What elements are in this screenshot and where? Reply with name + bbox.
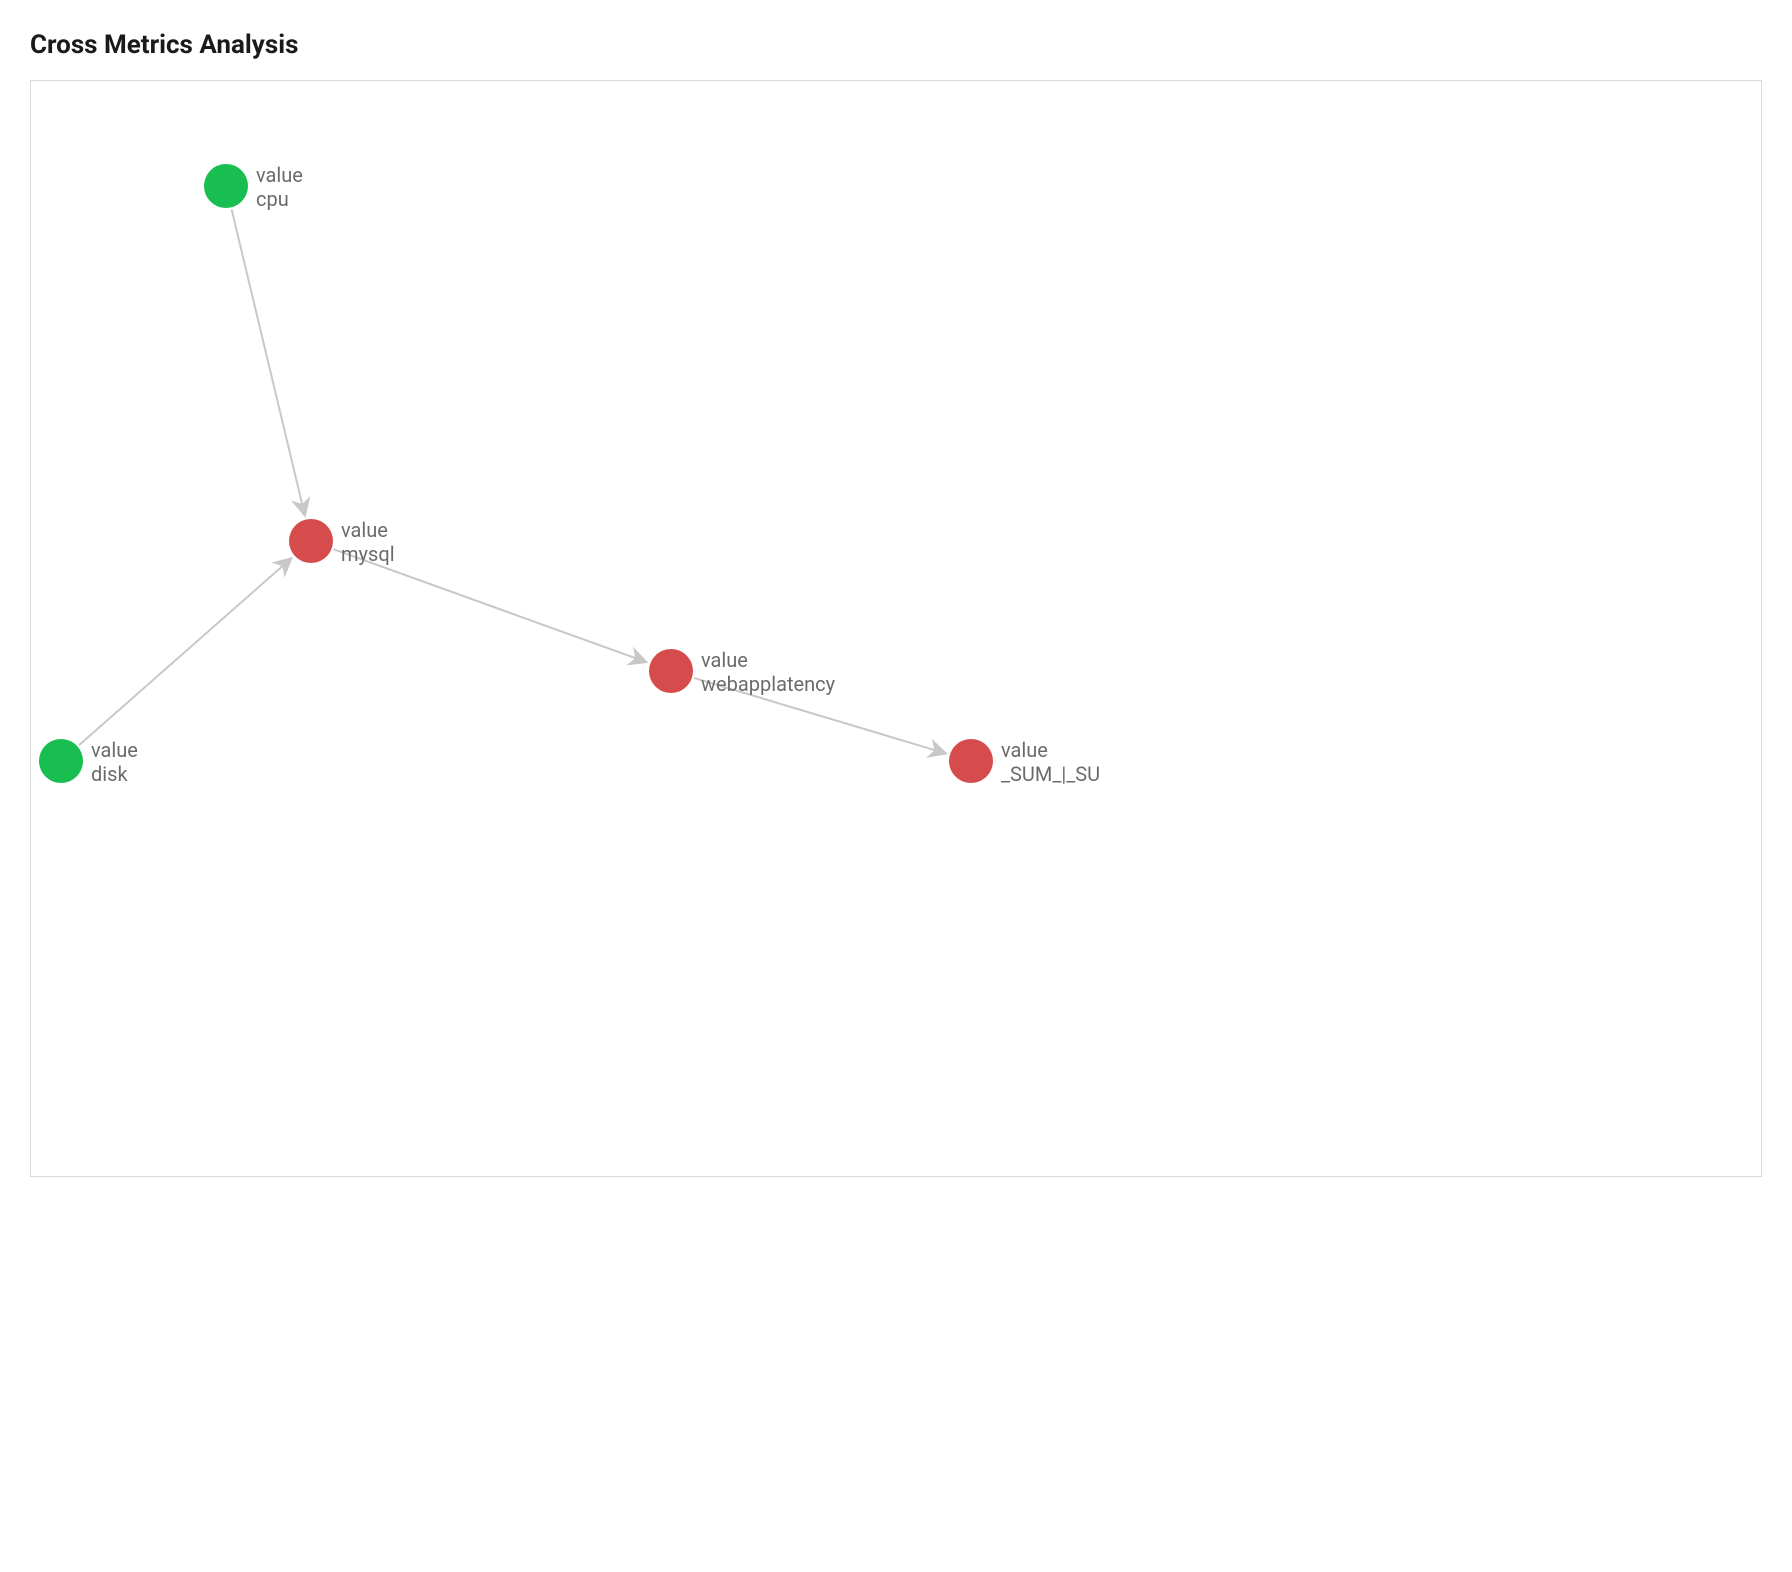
page-title: Cross Metrics Analysis — [30, 30, 1762, 60]
node-label-disk: valuedisk — [91, 738, 138, 786]
node-label-sum: value_SUM_|_SU — [1001, 738, 1100, 786]
node-label-cpu: valuecpu — [256, 163, 303, 211]
node-label-webapplatency: valuewebapplatency — [701, 648, 836, 696]
node-webapplatency[interactable] — [649, 649, 693, 693]
node-label-mysql: valuemysql — [341, 518, 395, 566]
edge-cpu-mysql — [232, 209, 305, 513]
node-sum[interactable] — [949, 739, 993, 783]
edge-mysql-webapplatency — [334, 549, 645, 661]
node-cpu[interactable] — [204, 164, 248, 208]
edge-disk-mysql — [79, 559, 290, 745]
network-graph: valuecpu valuedisk valuemysql valuewebappla… — [31, 81, 1170, 1176]
node-disk[interactable] — [39, 739, 83, 783]
graph-panel: valuecpu valuedisk valuemysql valuewebappla… — [30, 80, 1762, 1177]
node-mysql[interactable] — [289, 519, 333, 563]
